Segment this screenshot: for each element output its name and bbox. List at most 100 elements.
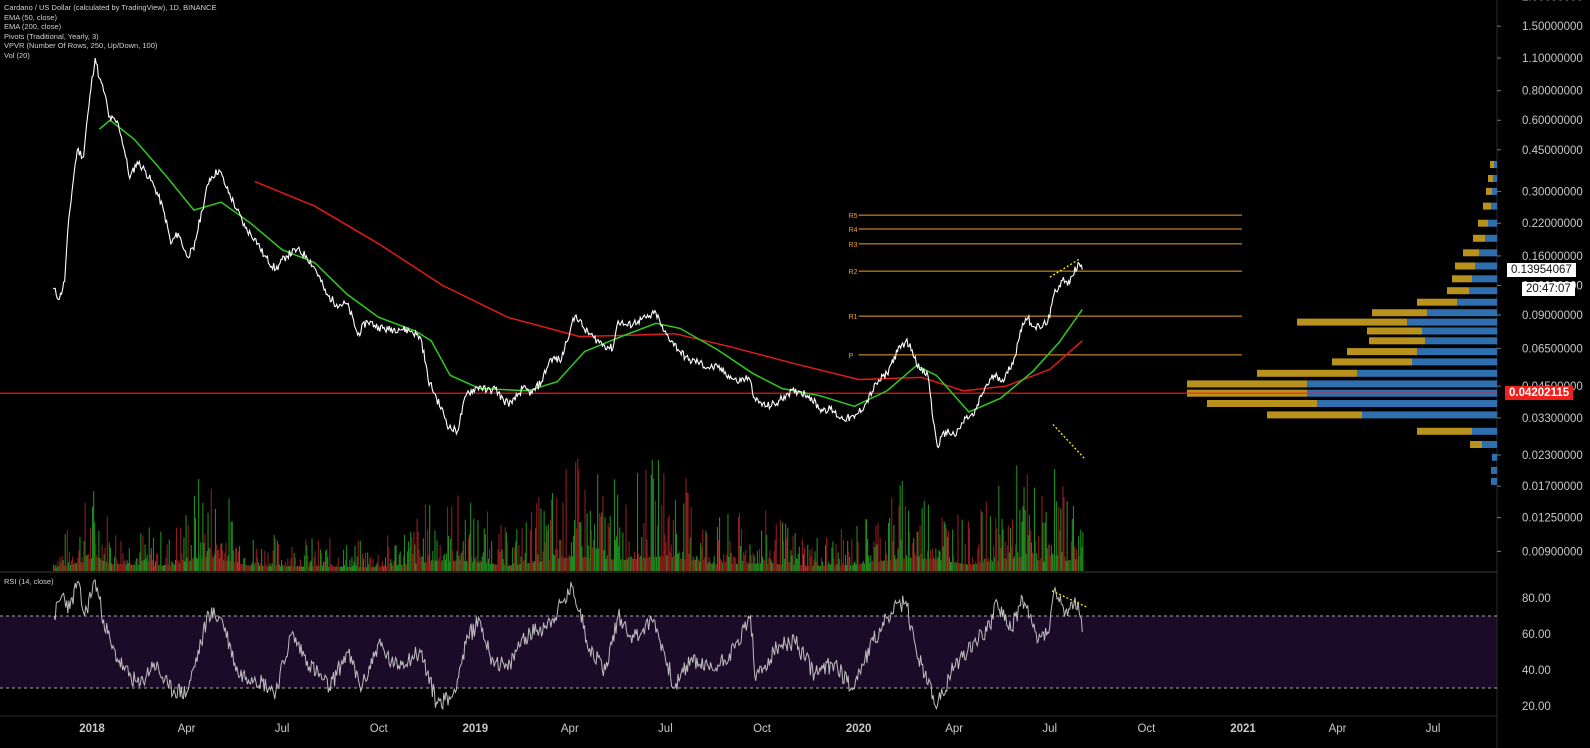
volume-bar (352, 565, 354, 571)
volume-bar (511, 565, 513, 571)
volume-bar (809, 550, 811, 571)
volume-bar (631, 558, 633, 571)
volume-bar (782, 522, 784, 571)
volume-bar (884, 541, 886, 571)
volume-bar (62, 559, 64, 571)
volume-bar (304, 555, 306, 571)
volume-bar (556, 497, 558, 571)
volume-bar (496, 564, 498, 571)
volume-bar (346, 545, 348, 571)
price-line (52, 57, 1083, 449)
volume-bar (711, 563, 713, 571)
volume-bar (533, 562, 535, 571)
volume-bar (514, 547, 516, 571)
volume-bar (96, 555, 98, 571)
volume-bar (161, 565, 163, 571)
volume-bar (284, 564, 286, 571)
volume-bar (875, 525, 877, 571)
volume-bar (862, 560, 864, 571)
volume-bar (357, 540, 359, 571)
volume-bar (162, 565, 164, 571)
vpvr-up-bar (1357, 369, 1497, 377)
volume-bar (701, 547, 703, 571)
volume-bar (960, 563, 962, 571)
volume-bar (1077, 559, 1079, 571)
volume-bar (1007, 525, 1009, 571)
volume-bar (817, 565, 819, 571)
volume-bar (716, 527, 718, 571)
vpvr-down-bar (1483, 202, 1491, 210)
volume-bar (171, 562, 173, 571)
volume-bar (717, 540, 719, 571)
volume-bar (466, 561, 468, 571)
rsi-axis-tick: 20.00 (1522, 701, 1551, 713)
volume-bar (569, 556, 571, 571)
volume-bar (215, 544, 217, 571)
volume-bar (920, 553, 922, 571)
volume-bar (889, 517, 891, 571)
volume-bar (159, 564, 161, 571)
volume-bar (825, 545, 827, 571)
volume-bar (461, 550, 463, 571)
volume-bar (199, 555, 201, 571)
volume-bar (834, 565, 836, 571)
volume-bar (1012, 519, 1014, 571)
volume-bar (306, 544, 308, 571)
volume-bar (1070, 541, 1072, 571)
volume-bar (651, 459, 653, 571)
volume-bar (786, 538, 788, 571)
volume-bar (893, 525, 895, 571)
volume-bar (911, 557, 913, 571)
volume-bar (244, 557, 246, 571)
volume-bar (897, 548, 899, 571)
volume-bar (1017, 552, 1019, 571)
volume-bar (955, 561, 957, 571)
volume-bar (381, 560, 383, 571)
volume-bar (746, 563, 748, 571)
volume-bar (670, 544, 672, 571)
volume-bar (558, 558, 560, 571)
volume-bar (723, 554, 725, 571)
volume-bar (704, 557, 706, 571)
volume-bar (735, 563, 737, 571)
volume-bar (564, 557, 566, 571)
volume-bar (53, 564, 55, 571)
volume-bar (350, 566, 352, 571)
volume-bar (485, 562, 487, 571)
volume-bar (674, 500, 676, 571)
volume-bar (629, 557, 631, 571)
volume-bar (386, 566, 388, 571)
volume-bar (796, 558, 798, 571)
volume-bar (1005, 558, 1007, 571)
volume-bar (641, 537, 643, 571)
volume-bar (269, 563, 271, 571)
volume-bar (927, 504, 929, 571)
volume-bar (228, 498, 230, 571)
volume-bar (322, 565, 324, 571)
vpvr-up-bar (1427, 309, 1497, 317)
volume-bar (288, 566, 290, 571)
volume-bar (562, 502, 564, 571)
volume-bar (638, 553, 640, 571)
volume-bar (902, 558, 904, 571)
volume-bar (434, 530, 436, 571)
volume-bar (370, 556, 372, 571)
volume-bar (334, 566, 336, 571)
vpvr-up-bar (1488, 219, 1497, 227)
volume-bar (105, 561, 107, 571)
volume-bar (1051, 553, 1053, 571)
volume-bar (608, 527, 610, 571)
volume-bar (707, 563, 709, 571)
volume-bar (964, 543, 966, 571)
volume-bar (206, 551, 208, 571)
volume-bar (289, 566, 291, 571)
volume-bar (610, 559, 612, 571)
volume-bar (668, 515, 670, 571)
volume-bar (820, 557, 822, 571)
volume-bar (230, 521, 232, 571)
vpvr-up-bar (1491, 202, 1497, 210)
volume-bar (175, 559, 177, 571)
volume-bar (1034, 487, 1036, 571)
volume-bar (813, 559, 815, 571)
